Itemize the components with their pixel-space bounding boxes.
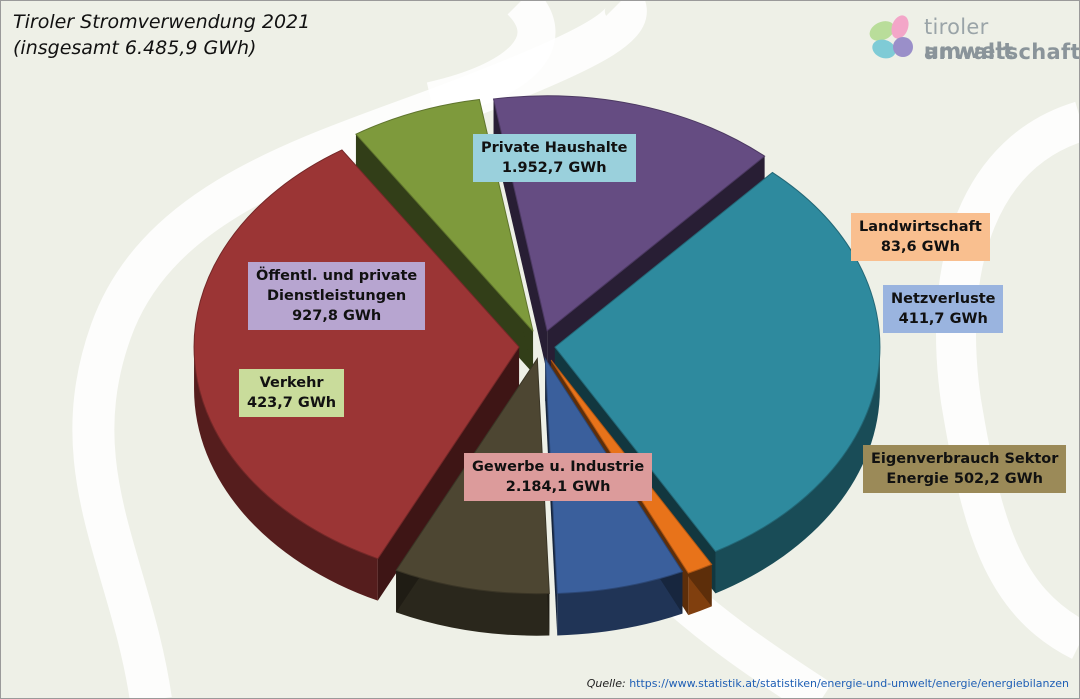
slice-side-netzverluste — [557, 571, 683, 636]
label-eigenverbrauch: Eigenverbrauch Sektor Energie 502,2 GWh — [863, 445, 1067, 493]
label-private-haushalte: Private Haushalte 1.952,7 GWh — [473, 134, 636, 182]
chart-subtitle: (insgesamt 6.485,9 GWh) — [13, 37, 257, 59]
source-note: Quelle: https://www.statistik.at/statist… — [586, 677, 1069, 690]
label-gewerbe: Gewerbe u. Industrie 2.184,1 GWh — [464, 453, 653, 501]
label-netzverluste: Netzverluste 411,7 GWh — [883, 285, 1004, 333]
logo-text-line2: anwaltschaft — [924, 40, 1080, 64]
slice-edge-gewerbe — [377, 347, 520, 601]
label-dienstleistungen: Öffentl. und private Dienstleistungen 927,… — [248, 262, 426, 330]
logo-text-line1: tiroler umwelt — [924, 15, 1014, 63]
logo-flower-icon — [869, 15, 913, 59]
slice-gewerbe — [193, 149, 520, 560]
slice-side-gewerbe — [194, 347, 378, 601]
source-link[interactable]: https://www.statistik.at/statistiken/ene… — [629, 677, 1069, 690]
chart-title: Tiroler Stromverwendung 2021 — [13, 11, 311, 33]
label-landwirtschaft: Landwirtschaft 83,6 GWh — [851, 213, 990, 261]
slice-private_haushalte — [554, 171, 881, 552]
slice-side-eigenverbrauch — [396, 570, 550, 636]
logo: tiroler umwelt anwaltschaft — [862, 9, 1079, 71]
label-verkehr: Verkehr 423,7 GWh — [239, 369, 345, 417]
